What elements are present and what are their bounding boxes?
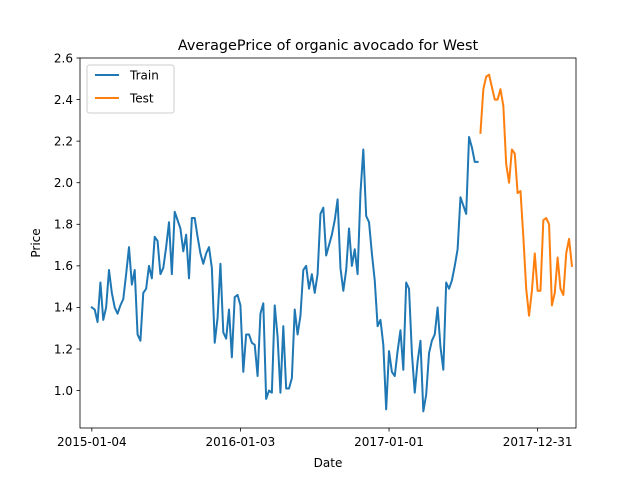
series-line-test (479, 73, 574, 317)
legend-box (86, 64, 175, 114)
series-test (479, 73, 574, 317)
y-tick-label: 1.4 (54, 301, 73, 315)
x-axis-label: Date (314, 456, 343, 470)
y-tick-label: 1.6 (54, 259, 73, 273)
x-axis-ticks: 2015-01-04 2016-01-03 2017-01-01 2017-12-31 (57, 428, 573, 449)
y-tick-label: 1.0 (54, 384, 73, 398)
y-tick-label: 2.6 (54, 51, 73, 65)
y-tick-label: 2.2 (54, 134, 73, 148)
series-line-train (90, 135, 479, 413)
y-axis-label: Price (29, 228, 43, 257)
series-train (90, 135, 479, 413)
y-tick-label: 2.4 (54, 93, 73, 107)
plot-frame (79, 57, 577, 429)
series-layer (90, 73, 574, 413)
legend-label-train: Train (129, 69, 159, 83)
y-tick-label: 1.8 (54, 218, 73, 232)
legend: Train Test (86, 64, 175, 114)
x-tick-label: 2016-01-03 (206, 435, 276, 449)
chart-title: AveragePrice of organic avocado for West (178, 38, 479, 54)
x-tick-label: 2017-01-01 (354, 435, 424, 449)
x-tick-label: 2015-01-04 (57, 435, 127, 449)
x-tick-label: 2017-12-31 (503, 435, 573, 449)
y-tick-label: 2.0 (54, 176, 73, 190)
y-axis-ticks: 1.0 1.2 1.4 1.6 1.8 2.0 2.2 2.4 2.6 (54, 51, 80, 398)
y-tick-label: 1.2 (54, 342, 73, 356)
legend-label-test: Test (129, 92, 154, 106)
